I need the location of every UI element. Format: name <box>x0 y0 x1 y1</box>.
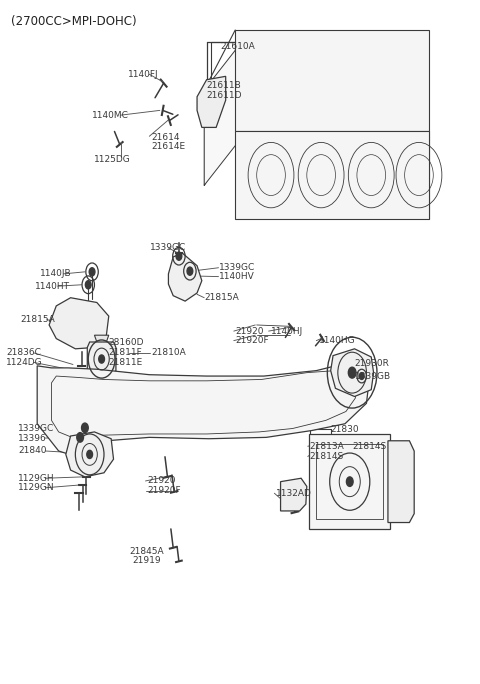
Text: 1339GC: 1339GC <box>150 244 187 252</box>
Text: 1140HG: 1140HG <box>319 336 355 345</box>
Text: 1129GN: 1129GN <box>18 484 55 492</box>
Text: 28160D: 28160D <box>109 338 144 347</box>
Polygon shape <box>37 364 369 458</box>
Text: 21814S: 21814S <box>309 452 344 461</box>
Polygon shape <box>235 131 429 220</box>
Text: 21614E: 21614E <box>152 142 186 151</box>
Polygon shape <box>168 254 202 301</box>
Text: 21614: 21614 <box>152 133 180 142</box>
Circle shape <box>89 267 95 276</box>
Polygon shape <box>309 434 390 529</box>
Polygon shape <box>235 30 429 131</box>
Text: 21840: 21840 <box>18 447 47 456</box>
Text: 21930R: 21930R <box>355 359 389 368</box>
Text: 1132AD: 1132AD <box>276 489 312 498</box>
Text: 21611B: 21611B <box>206 81 241 90</box>
Text: 1140JB: 1140JB <box>39 269 71 278</box>
Polygon shape <box>87 342 116 376</box>
Text: 21813A: 21813A <box>309 442 344 451</box>
Text: 21611D: 21611D <box>206 91 242 100</box>
Text: 1339GB: 1339GB <box>355 372 391 381</box>
Polygon shape <box>75 373 128 390</box>
Polygon shape <box>66 432 114 477</box>
Circle shape <box>348 367 356 378</box>
Circle shape <box>77 432 84 442</box>
Polygon shape <box>281 478 307 511</box>
Text: 21810A: 21810A <box>152 348 186 358</box>
Circle shape <box>87 450 93 458</box>
Text: 1124DG: 1124DG <box>6 358 43 367</box>
Text: 1140FJ: 1140FJ <box>128 70 158 79</box>
Text: 13396: 13396 <box>18 434 47 443</box>
Text: 1129GH: 1129GH <box>18 474 55 483</box>
Text: 21811F: 21811F <box>109 348 143 358</box>
Text: 21610A: 21610A <box>220 42 255 51</box>
Text: 1140HJ: 1140HJ <box>271 326 303 336</box>
Text: 21814S: 21814S <box>352 442 386 451</box>
Text: 21815A: 21815A <box>204 293 239 302</box>
Text: 21811E: 21811E <box>109 358 143 367</box>
Polygon shape <box>331 349 373 397</box>
Circle shape <box>187 267 193 275</box>
Text: 1140HV: 1140HV <box>218 272 254 281</box>
Text: 1339GC: 1339GC <box>218 263 255 272</box>
Text: 21815A: 21815A <box>21 315 55 324</box>
Polygon shape <box>388 440 414 523</box>
Text: 21845A: 21845A <box>130 547 164 555</box>
Polygon shape <box>49 298 109 349</box>
Text: 21920: 21920 <box>147 477 176 486</box>
Circle shape <box>360 373 364 380</box>
Polygon shape <box>95 335 109 349</box>
Text: 1125DG: 1125DG <box>95 155 131 164</box>
Text: 1140MC: 1140MC <box>92 111 129 120</box>
Text: 21836C: 21836C <box>6 348 41 358</box>
Circle shape <box>85 280 91 289</box>
Text: 21919: 21919 <box>132 556 161 565</box>
Circle shape <box>99 355 105 363</box>
Circle shape <box>176 252 182 260</box>
Polygon shape <box>204 32 250 185</box>
Text: (2700CC>MPI-DOHC): (2700CC>MPI-DOHC) <box>11 15 136 28</box>
Text: 1140HT: 1140HT <box>35 282 70 291</box>
Text: 21920F: 21920F <box>235 336 269 345</box>
Polygon shape <box>197 77 226 127</box>
Circle shape <box>82 423 88 432</box>
Circle shape <box>347 477 353 486</box>
Text: 21830: 21830 <box>331 425 360 434</box>
Text: 21920F: 21920F <box>147 486 180 495</box>
Text: 1339GC: 1339GC <box>18 424 54 433</box>
Text: 21920: 21920 <box>235 326 264 336</box>
